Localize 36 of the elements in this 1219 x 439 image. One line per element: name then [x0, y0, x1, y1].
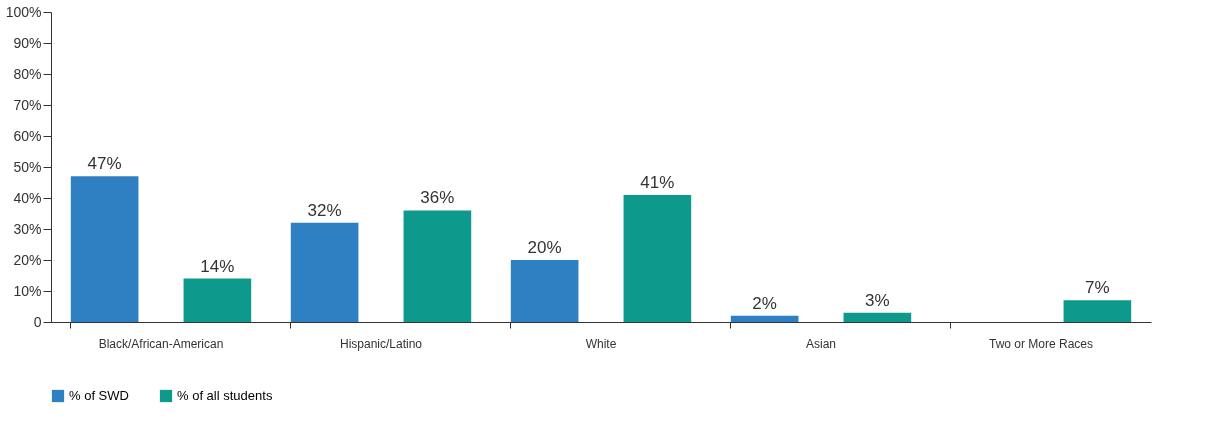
bar [730, 315, 799, 322]
x-tick-label: Asian [805, 336, 837, 351]
x-tick-label: White [585, 336, 617, 351]
y-tick-label: 80% [13, 65, 42, 82]
data-label: 36% [420, 188, 455, 208]
bar [843, 312, 912, 322]
data-label: 32% [307, 200, 342, 220]
y-tick-label: 30% [13, 220, 42, 237]
legend-label: % of SWD [69, 388, 129, 403]
data-label: 14% [200, 256, 235, 276]
x-tick-label: Two or More Races [988, 336, 1094, 351]
y-tick-label: 50% [13, 158, 42, 175]
data-label: 7% [1085, 278, 1110, 298]
data-label: 3% [865, 290, 890, 310]
bar [1063, 300, 1132, 322]
data-label: 2% [752, 293, 777, 313]
legend-label: % of all students [177, 388, 273, 403]
data-label: 20% [527, 238, 562, 257]
bar [290, 222, 359, 322]
y-tick-label: 10% [13, 282, 42, 299]
bar [510, 260, 579, 322]
x-tick-label: Black/African-American [98, 336, 224, 351]
bar [403, 210, 472, 322]
y-tick-label: 60% [13, 127, 42, 144]
y-tick-label: 100% [5, 3, 42, 20]
y-tick-label: 90% [13, 34, 42, 51]
bar [183, 278, 252, 322]
y-tick-label: 20% [13, 251, 42, 268]
x-tick-label: Hispanic/Latino [339, 336, 423, 351]
y-tick-label: 0 [33, 313, 42, 330]
bar [70, 176, 139, 322]
data-label: 41% [640, 172, 675, 192]
y-tick-label: 40% [13, 189, 42, 206]
bar [623, 194, 692, 322]
data-label: 47% [87, 154, 122, 174]
y-tick-label: 70% [13, 96, 42, 113]
